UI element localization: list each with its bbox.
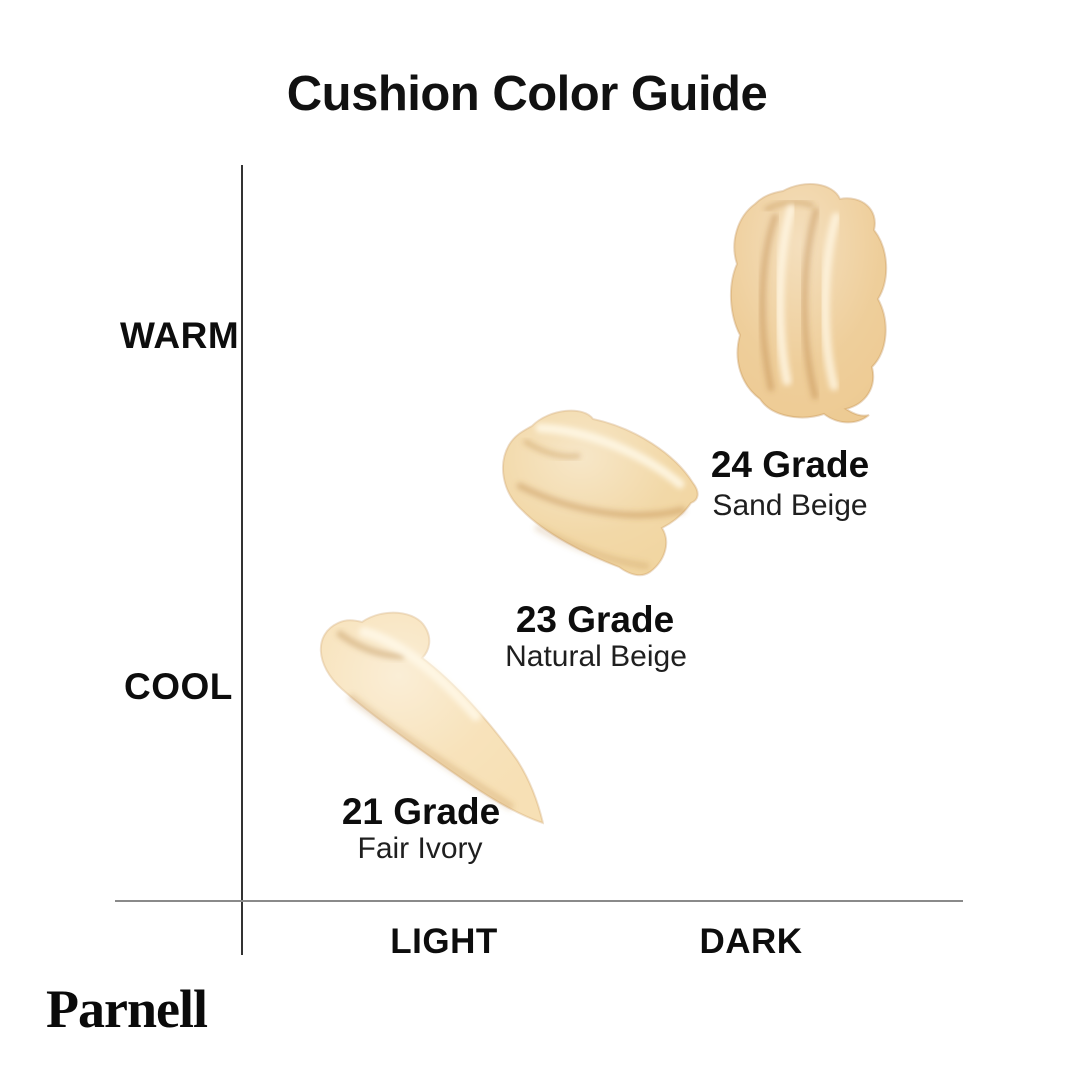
y-axis-line (241, 165, 243, 955)
smear-edge-shadow (348, 694, 514, 810)
shade-24-grade-label: 24 Grade (710, 444, 870, 485)
smear-edge-shadow (534, 524, 650, 570)
brand-logo: Parnell (46, 979, 208, 1039)
foundation-smear-icon (729, 183, 888, 424)
y-axis-label-warm: WARM (120, 315, 240, 356)
shade-21-name-label: Fair Ivory (357, 832, 483, 865)
smear-fold-shadow-2 (523, 439, 581, 460)
page-title: Cushion Color Guide (286, 67, 768, 121)
shade-23-grade-label: 23 Grade (515, 599, 675, 640)
smear-highlight-right (820, 212, 841, 391)
x-axis-label-light: LIGHT (390, 922, 498, 961)
shade-23-name-label: Natural Beige (505, 640, 687, 673)
smear-fold-shadow (516, 482, 686, 519)
swatch-21-fair-ivory (304, 610, 544, 828)
foundation-smear-icon (502, 409, 699, 577)
x-axis-line (115, 900, 963, 902)
smear-sheen (730, 184, 887, 423)
smear-sheen (320, 612, 543, 823)
smear-fold-shadow (764, 199, 814, 212)
x-axis-label-dark: DARK (699, 922, 803, 961)
shade-21-grade-label: 21 Grade (341, 791, 501, 832)
shade-24-name-label: Sand Beige (712, 489, 868, 522)
smear-highlight (359, 627, 481, 721)
smear-groove-middle (801, 207, 820, 400)
foundation-smear-icon (319, 611, 544, 825)
swatch-23-natural-beige (492, 406, 702, 578)
smear-highlight-left (775, 204, 796, 386)
smear-groove-left (758, 213, 779, 392)
y-axis-label-cool: COOL (124, 666, 233, 707)
smear-fold-shadow (336, 630, 406, 660)
smear-highlight (535, 423, 685, 489)
swatch-24-sand-beige (723, 183, 888, 425)
